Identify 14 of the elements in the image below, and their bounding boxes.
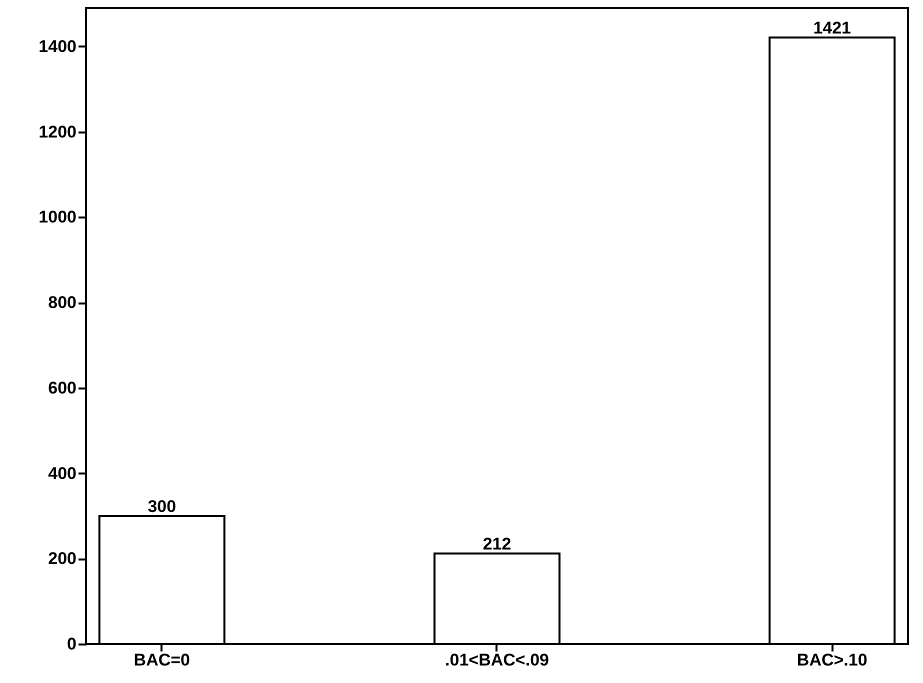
y-tick-label: 1000 bbox=[38, 208, 76, 227]
x-tick-label: .01<BAC<.09 bbox=[445, 650, 549, 670]
y-tick-label: 1200 bbox=[38, 122, 76, 142]
y-tick-label: 800 bbox=[48, 293, 76, 312]
y-tick-label: 0 bbox=[67, 634, 76, 654]
data-label: 300 bbox=[148, 496, 176, 516]
y-tick-label: 600 bbox=[48, 378, 76, 398]
y-tick-label: 400 bbox=[48, 464, 76, 483]
x-tick-label: BAC>.10 bbox=[796, 650, 868, 670]
x-tick-label: BAC=0 bbox=[134, 650, 190, 670]
data-label: 1421 bbox=[813, 18, 852, 38]
data-label: 212 bbox=[482, 534, 512, 554]
y-tick-label: 1400 bbox=[38, 36, 76, 56]
y-tick-label: 200 bbox=[48, 549, 76, 568]
